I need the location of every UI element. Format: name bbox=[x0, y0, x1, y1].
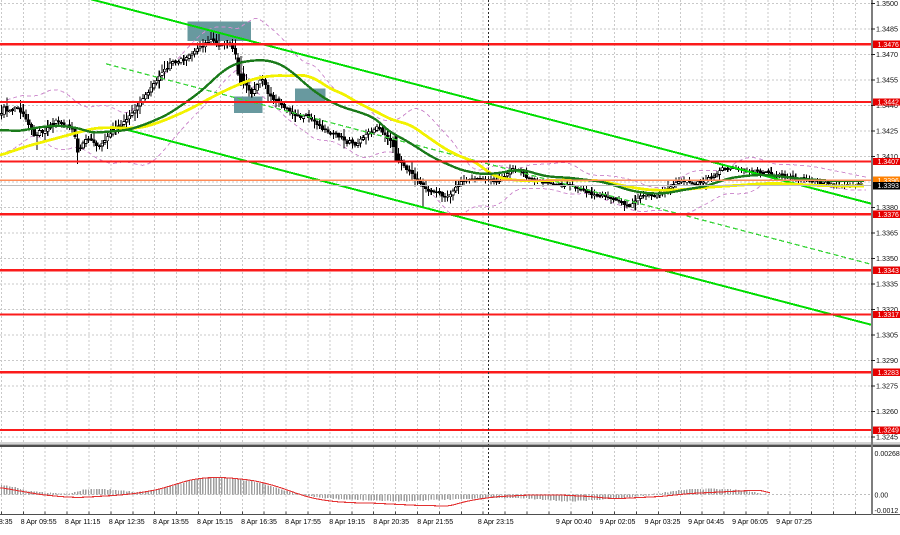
svg-text:1.3343: 1.3343 bbox=[878, 268, 900, 275]
svg-text:1.3275: 1.3275 bbox=[876, 382, 898, 391]
svg-text:1.3317: 1.3317 bbox=[878, 312, 900, 319]
svg-text:9 Apr 06:05: 9 Apr 06:05 bbox=[732, 519, 768, 526]
svg-text:1.3470: 1.3470 bbox=[876, 50, 898, 59]
svg-text:1.3442: 1.3442 bbox=[878, 100, 900, 107]
svg-text:-0.0012: -0.0012 bbox=[875, 508, 899, 515]
svg-text:1.3476: 1.3476 bbox=[878, 42, 900, 49]
svg-text:8 Apr 09:55: 8 Apr 09:55 bbox=[21, 519, 57, 526]
svg-text:8 Apr 11:15: 8 Apr 11:15 bbox=[65, 519, 100, 526]
svg-text:1.3425: 1.3425 bbox=[876, 127, 898, 136]
svg-text:9 Apr 04:45: 9 Apr 04:45 bbox=[688, 519, 724, 526]
svg-text:1.3393: 1.3393 bbox=[878, 183, 900, 190]
svg-text:1.3485: 1.3485 bbox=[876, 25, 898, 34]
svg-text:1.3290: 1.3290 bbox=[876, 356, 898, 365]
svg-text:9 Apr 03:25: 9 Apr 03:25 bbox=[645, 519, 681, 526]
svg-text:8 Apr 20:35: 8 Apr 20:35 bbox=[373, 519, 409, 526]
svg-text:1.3335: 1.3335 bbox=[876, 280, 898, 289]
svg-text:9 Apr 02:05: 9 Apr 02:05 bbox=[600, 519, 636, 526]
svg-text:1.3455: 1.3455 bbox=[876, 76, 898, 85]
svg-text:8 Apr 17:55: 8 Apr 17:55 bbox=[285, 519, 321, 526]
svg-text:0.00268: 0.00268 bbox=[875, 451, 900, 458]
svg-text:1.3305: 1.3305 bbox=[876, 331, 898, 340]
svg-text:1.3376: 1.3376 bbox=[878, 212, 900, 219]
svg-text:9 Apr 07:25: 9 Apr 07:25 bbox=[776, 519, 812, 526]
svg-text:1.3283: 1.3283 bbox=[878, 370, 900, 377]
svg-text:1.3380: 1.3380 bbox=[876, 203, 898, 212]
svg-text:8 Apr 23:15: 8 Apr 23:15 bbox=[478, 519, 514, 526]
svg-text:8 Apr 19:15: 8 Apr 19:15 bbox=[329, 519, 365, 526]
svg-text:8 Apr 16:35: 8 Apr 16:35 bbox=[241, 519, 277, 526]
svg-text:0.00: 0.00 bbox=[875, 492, 889, 499]
svg-text:1.3320: 1.3320 bbox=[876, 305, 898, 314]
svg-text:1.3396: 1.3396 bbox=[878, 178, 900, 185]
svg-text:1.3249: 1.3249 bbox=[878, 428, 900, 435]
svg-text:1.3365: 1.3365 bbox=[876, 229, 898, 238]
svg-text:8 Apr 12:35: 8 Apr 12:35 bbox=[109, 519, 145, 526]
svg-text:1.3245: 1.3245 bbox=[876, 433, 898, 442]
svg-text:8 Apr 15:15: 8 Apr 15:15 bbox=[197, 519, 233, 526]
svg-text:1.3260: 1.3260 bbox=[876, 407, 898, 416]
svg-text:8 Apr 21:55: 8 Apr 21:55 bbox=[417, 519, 453, 526]
svg-text:1.3407: 1.3407 bbox=[878, 159, 900, 166]
svg-text:1.3410: 1.3410 bbox=[876, 152, 898, 161]
svg-text:9 Apr 00:40: 9 Apr 00:40 bbox=[556, 519, 592, 526]
svg-text:8 Apr 08:35: 8 Apr 08:35 bbox=[0, 519, 13, 526]
svg-text:1.3350: 1.3350 bbox=[876, 254, 898, 263]
svg-text:8 Apr 13:55: 8 Apr 13:55 bbox=[153, 519, 189, 526]
svg-text:1.3500: 1.3500 bbox=[876, 0, 898, 8]
